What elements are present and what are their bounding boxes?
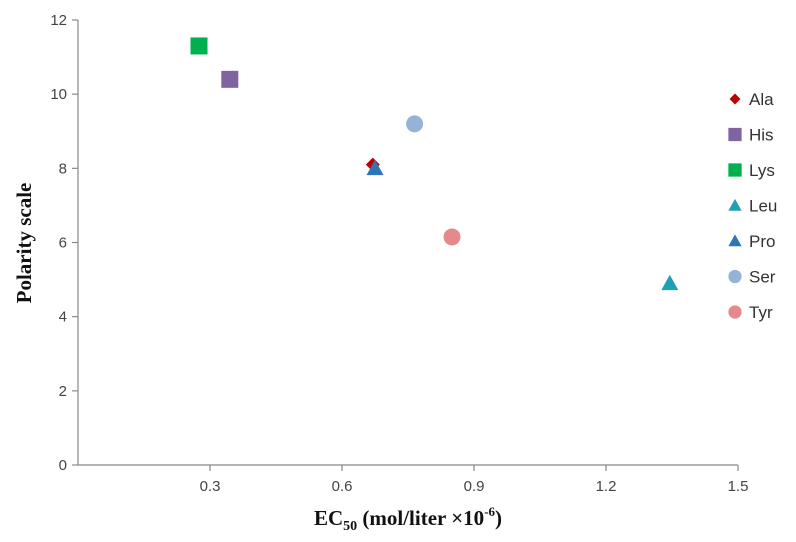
- legend-label-ser: Ser: [749, 268, 776, 287]
- point-his: [221, 70, 239, 88]
- y-axis-title: Polarity scale: [12, 183, 36, 304]
- legend-label-lys: Lys: [749, 161, 775, 180]
- y-tick-label: 8: [59, 160, 67, 177]
- x-axis-title: EC50 (mol/liter ×10-6): [314, 504, 502, 534]
- legend-label-leu: Leu: [749, 197, 777, 216]
- legend-marker-lys: [728, 163, 742, 177]
- x-axis-ticks: 0.3 0.6 0.9 1.2 1.5: [200, 465, 749, 495]
- legend-label-pro: Pro: [749, 232, 775, 251]
- point-tyr: [443, 228, 461, 246]
- x-tick-label: 1.2: [596, 478, 617, 495]
- legend-marker-tyr: [728, 305, 742, 319]
- y-tick-label: 4: [59, 309, 67, 326]
- x-tick-label: 1.5: [728, 478, 749, 495]
- x-tick-label: 0.9: [464, 478, 485, 495]
- legend-label-his: His: [749, 126, 774, 145]
- x-tick-label: 0.6: [332, 478, 353, 495]
- point-leu: [661, 274, 679, 291]
- y-tick-label: 12: [50, 12, 67, 29]
- point-ser: [406, 115, 424, 133]
- y-axis-ticks: 0 2 4 6 8 10 12: [50, 12, 78, 474]
- point-pro: [366, 159, 384, 176]
- legend-marker-ala: [729, 93, 741, 105]
- data-points: [190, 37, 679, 291]
- y-tick-label: 6: [59, 235, 67, 252]
- legend-marker-leu: [728, 198, 742, 211]
- plot-area: 0 2 4 6 8 10 12 0.3 0.6 0.9 1.2 1.5: [50, 12, 748, 495]
- legend-marker-his: [728, 127, 742, 142]
- y-tick-label: 0: [59, 457, 67, 474]
- point-lys: [190, 37, 208, 55]
- legend-label-tyr: Tyr: [749, 303, 773, 322]
- y-tick-label: 2: [59, 383, 67, 400]
- y-tick-label: 10: [50, 86, 67, 103]
- legend-marker-ser: [728, 269, 742, 284]
- legend-label-ala: Ala: [749, 90, 774, 109]
- x-tick-label: 0.3: [200, 478, 221, 495]
- legend-marker-pro: [728, 234, 742, 247]
- legend: Ala His Lys Leu Pro Ser Tyr: [728, 90, 777, 322]
